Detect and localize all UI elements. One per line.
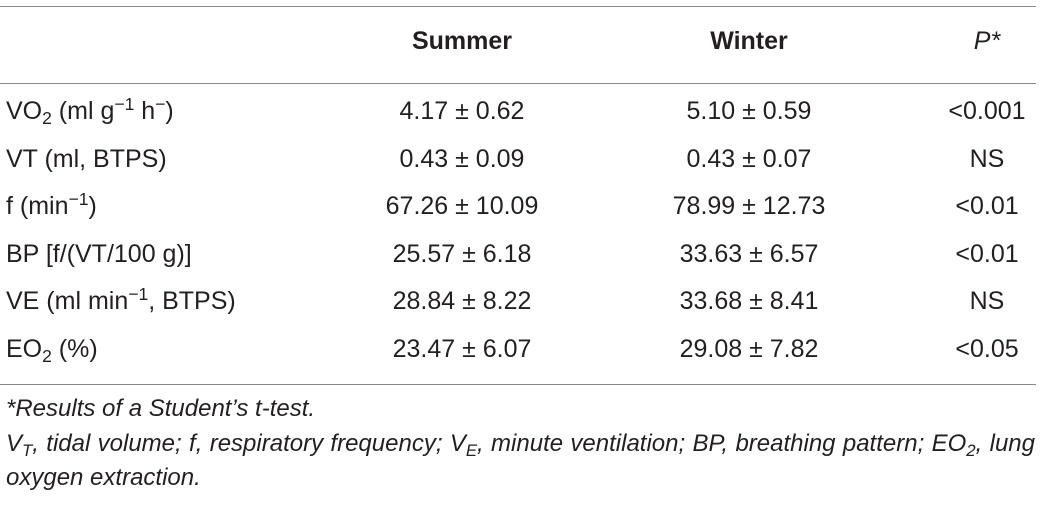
table-bottom-rule (0, 384, 1036, 385)
cell-summer: 4.17 ± 0.62 (399, 97, 525, 125)
cell-winter: 29.08 ± 7.82 (679, 335, 819, 363)
cell-summer: 0.43 ± 0.09 (399, 145, 525, 173)
cell-summer: 28.84 ± 8.22 (392, 287, 532, 315)
column-header-winter: Winter (710, 27, 788, 55)
column-header-summer: Summer (411, 27, 513, 55)
row-label: f (min−1) (6, 189, 97, 221)
row-label: BP [f/(VT/100 g)] (6, 240, 192, 268)
cell-winter: 33.68 ± 8.41 (679, 287, 819, 315)
table-top-rule (0, 6, 1036, 7)
table-header-rule (0, 83, 1036, 84)
footnote-ttest: *Results of a Student’s t-test. (6, 395, 316, 422)
footnote-abbreviations: VT, tidal volume; f, respiratory frequen… (6, 430, 1035, 491)
cell-p-value: <0.05 (955, 335, 1019, 363)
cell-p-value: NS (969, 145, 1005, 173)
cell-p-value: <0.01 (955, 192, 1019, 220)
cell-summer: 67.26 ± 10.09 (385, 192, 539, 220)
cell-winter: 33.63 ± 6.57 (679, 240, 819, 268)
cell-winter: 0.43 ± 0.07 (686, 145, 812, 173)
cell-p-value: <0.001 (948, 97, 1026, 125)
cell-summer: 23.47 ± 6.07 (392, 335, 532, 363)
row-label: VO2 (ml g−1 h−) (6, 94, 174, 129)
cell-p-value: NS (969, 287, 1005, 315)
cell-summer: 25.57 ± 6.18 (392, 240, 532, 268)
row-label: VE (ml min−1, BTPS) (6, 284, 236, 316)
cell-p-value: <0.01 (955, 240, 1019, 268)
row-label: VT (ml, BTPS) (6, 145, 167, 173)
column-header-p: P* (973, 27, 1001, 55)
cell-winter: 78.99 ± 12.73 (672, 192, 826, 220)
row-label: EO2 (%) (6, 335, 98, 367)
cell-winter: 5.10 ± 0.59 (686, 97, 812, 125)
